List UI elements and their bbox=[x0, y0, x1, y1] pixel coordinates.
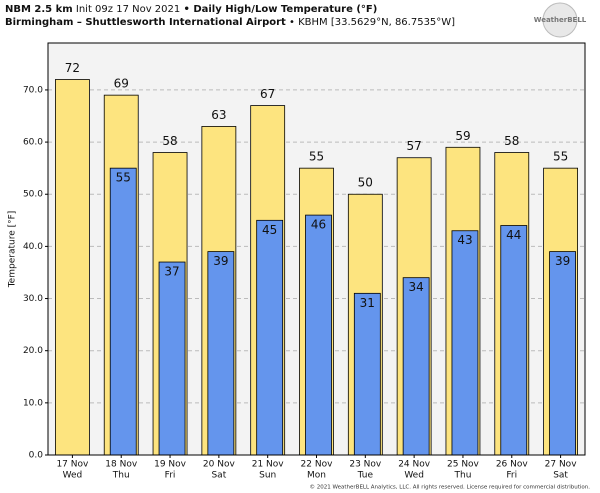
bar bbox=[402, 277, 430, 456]
y-tick-label: 50.0 bbox=[23, 190, 43, 200]
x-tick-label: 21 Nov bbox=[252, 460, 285, 470]
chart-subtitle: Birmingham – Shuttlesworth International… bbox=[5, 17, 455, 28]
value-label: 46 bbox=[311, 218, 326, 232]
y-tick-label: 30.0 bbox=[23, 294, 43, 304]
value-label: 34 bbox=[408, 280, 423, 294]
x-tick-label: 26 Nov bbox=[496, 460, 529, 470]
y-axis-label: Temperature [°F] bbox=[8, 211, 18, 289]
bar bbox=[55, 79, 90, 456]
value-label: 55 bbox=[309, 150, 324, 164]
subtitle-location: • KBHM [33.5629°N, 86.7535°W] bbox=[289, 17, 455, 28]
x-tick-label: 27 Nov bbox=[545, 460, 578, 470]
bar bbox=[207, 251, 235, 456]
value-label: 43 bbox=[457, 233, 472, 247]
title-product: • Daily High/Low Temperature (°F) bbox=[183, 4, 377, 15]
bar bbox=[500, 225, 528, 456]
value-label: 55 bbox=[553, 150, 568, 164]
x-tick-label: 22 Nov bbox=[301, 460, 334, 470]
bar bbox=[549, 251, 576, 456]
y-tick-label: 70.0 bbox=[23, 85, 43, 95]
bar bbox=[305, 214, 332, 456]
x-tick-label: Fri bbox=[165, 471, 176, 481]
bar bbox=[353, 292, 381, 456]
y-tick-label: 10.0 bbox=[23, 398, 43, 408]
x-tick-label: Sat bbox=[211, 471, 226, 481]
x-tick-label: Wed bbox=[63, 471, 83, 481]
value-label: 44 bbox=[506, 228, 521, 242]
y-tick-label: 60.0 bbox=[23, 138, 43, 148]
title-model: NBM 2.5 km bbox=[5, 4, 73, 15]
y-tick-label: 0.0 bbox=[29, 451, 44, 461]
x-tick-label: Tue bbox=[357, 471, 374, 481]
bar bbox=[158, 261, 186, 456]
logo: WeatherBELL bbox=[534, 16, 587, 24]
x-tick-label: Thu bbox=[454, 471, 472, 481]
value-label: 55 bbox=[116, 171, 131, 185]
value-label: 39 bbox=[555, 254, 570, 268]
value-label: 69 bbox=[114, 77, 129, 91]
value-label: 57 bbox=[406, 139, 421, 153]
title-init: Init 09z 17 Nov 2021 bbox=[76, 4, 180, 15]
x-tick-label: 18 Nov bbox=[105, 460, 138, 470]
value-label: 37 bbox=[164, 265, 179, 279]
x-tick-label: 20 Nov bbox=[203, 460, 236, 470]
value-label: 63 bbox=[211, 108, 226, 122]
x-tick-label: Mon bbox=[307, 471, 326, 481]
logo-mark bbox=[542, 2, 578, 38]
footer: © 2021 WeatherBELL Analytics, LLC. All r… bbox=[310, 484, 591, 491]
value-label: 58 bbox=[162, 134, 177, 148]
x-tick-label: 25 Nov bbox=[447, 460, 480, 470]
x-tick-label: Wed bbox=[404, 471, 424, 481]
value-label: 67 bbox=[260, 87, 275, 101]
x-tick-label: 19 Nov bbox=[154, 460, 187, 470]
value-label: 59 bbox=[455, 129, 470, 143]
y-tick-label: 40.0 bbox=[23, 242, 43, 252]
x-tick-label: 17 Nov bbox=[56, 460, 89, 470]
y-tick-label: 20.0 bbox=[23, 346, 43, 356]
value-label: 31 bbox=[360, 296, 375, 310]
chart-title: NBM 2.5 km Init 09z 17 Nov 2021 • Daily … bbox=[5, 4, 377, 15]
value-label: 45 bbox=[262, 223, 277, 237]
x-tick-label: Sat bbox=[553, 471, 568, 481]
subtitle-station: Birmingham – Shuttlesworth International… bbox=[5, 17, 286, 28]
value-label: 50 bbox=[358, 176, 373, 190]
value-label: 72 bbox=[65, 61, 80, 75]
x-tick-label: Thu bbox=[112, 471, 130, 481]
bar bbox=[256, 219, 284, 456]
value-label: 58 bbox=[504, 134, 519, 148]
bar bbox=[451, 230, 479, 456]
x-tick-label: Fri bbox=[506, 471, 517, 481]
x-tick-label: 24 Nov bbox=[398, 460, 431, 470]
bar bbox=[109, 167, 137, 456]
x-tick-label: Sun bbox=[259, 471, 276, 481]
value-label: 39 bbox=[213, 254, 228, 268]
x-tick-label: 23 Nov bbox=[349, 460, 382, 470]
